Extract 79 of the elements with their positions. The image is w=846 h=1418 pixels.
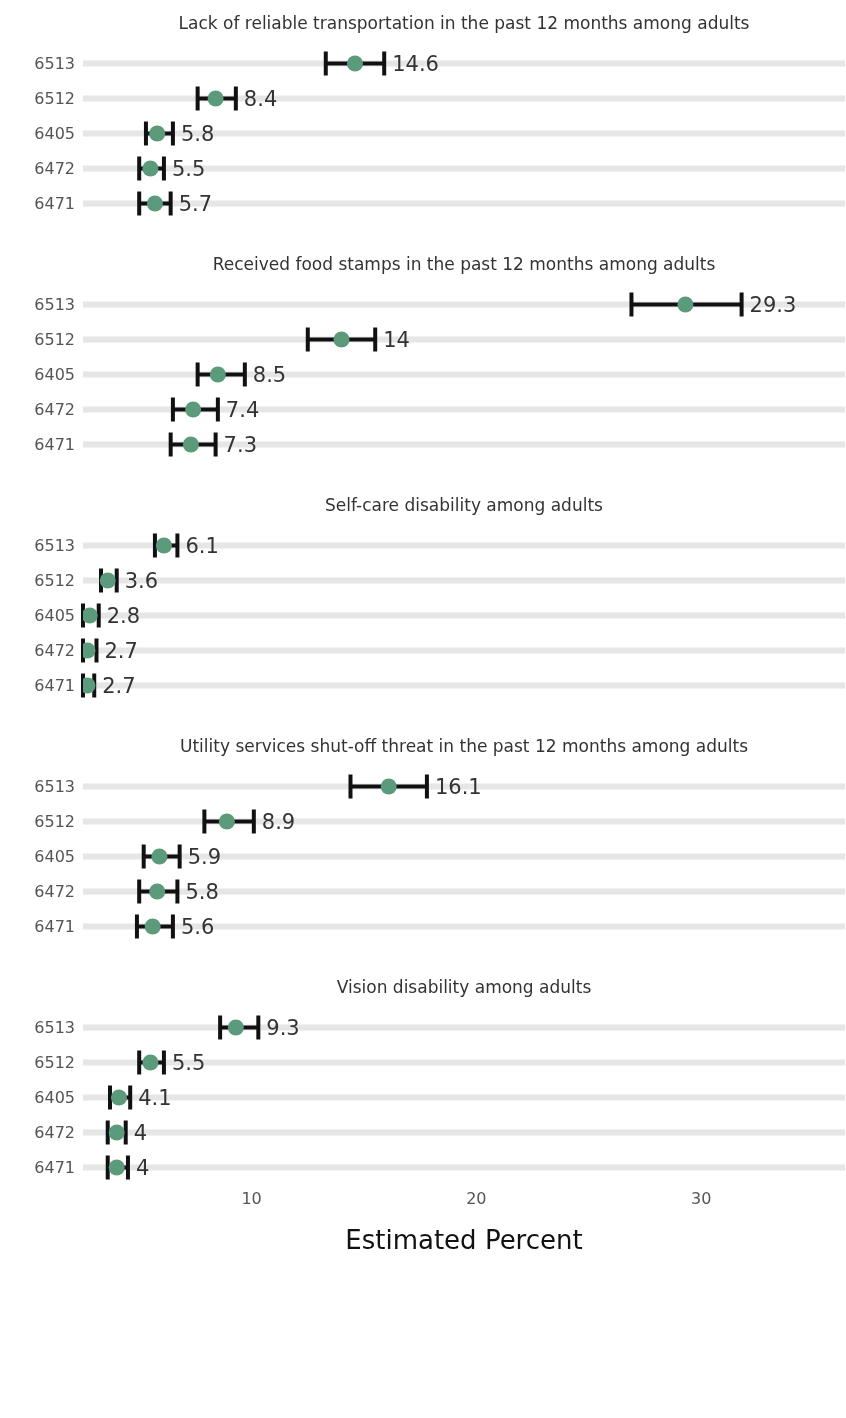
point — [149, 125, 166, 142]
y-tick-label: 6512 — [34, 1053, 75, 1073]
data-label: 29.3 — [749, 293, 797, 318]
point — [185, 401, 202, 418]
data-label: 4.1 — [138, 1086, 172, 1111]
data-label: 8.5 — [252, 363, 287, 388]
y-tick-label: 6471 — [34, 1158, 75, 1178]
x-tick-label: 30 — [690, 1189, 712, 1209]
y-tick-label: 6472 — [34, 882, 75, 902]
data-label: 4 — [133, 1121, 148, 1146]
data-label: 3.6 — [124, 569, 159, 594]
point — [108, 1159, 125, 1176]
data-label: 5.8 — [180, 122, 215, 147]
y-tick-label: 6472 — [34, 400, 75, 420]
data-label: 5.8 — [185, 880, 219, 905]
data-label: 5.9 — [187, 845, 222, 870]
y-tick-label: 6512 — [34, 330, 75, 350]
point — [380, 778, 397, 795]
point — [146, 195, 163, 212]
data-label: 7.4 — [225, 398, 260, 423]
data-label: 5.5 — [171, 1051, 206, 1076]
data-label: 16.1 — [434, 775, 482, 800]
point — [227, 1019, 244, 1036]
x-axis-title: Estimated Percent — [344, 1225, 584, 1255]
data-label: 8.9 — [261, 810, 296, 835]
y-tick-label: 6405 — [34, 124, 75, 144]
data-label: 9.3 — [266, 1016, 300, 1041]
data-label: 14.6 — [392, 52, 439, 77]
data-label: 2.8 — [106, 604, 141, 629]
point — [182, 436, 199, 453]
y-tick-label: 6405 — [34, 606, 75, 626]
data-label: 5.5 — [171, 157, 206, 182]
point — [346, 55, 363, 72]
point — [218, 813, 235, 830]
data-label: 5.6 — [180, 915, 215, 940]
y-tick-label: 6513 — [34, 777, 75, 797]
y-tick-label: 6472 — [34, 1123, 75, 1143]
y-tick-label: 6471 — [34, 676, 75, 696]
point — [149, 883, 166, 900]
y-tick-label: 6512 — [34, 571, 75, 591]
y-tick-label: 6513 — [34, 1018, 75, 1038]
y-tick-label: 6471 — [34, 194, 75, 214]
x-tick-label: 10 — [241, 1189, 262, 1209]
point — [209, 366, 226, 383]
chart-title: Received food stamps in the past 12 months among adults — [211, 253, 717, 276]
point — [110, 1089, 127, 1106]
y-tick-label: 6472 — [34, 641, 75, 661]
point — [207, 90, 224, 107]
chart-title: Utility services shut-off threat in the past 12 months among adults — [179, 735, 749, 758]
data-label: 4 — [135, 1156, 150, 1181]
y-tick-label: 6405 — [34, 847, 75, 867]
y-tick-label: 6405 — [34, 1088, 75, 1108]
data-label: 6.1 — [185, 534, 219, 559]
y-tick-label: 6471 — [34, 435, 75, 455]
y-tick-label: 6472 — [34, 159, 75, 179]
point — [333, 331, 350, 348]
y-tick-label: 6513 — [34, 54, 75, 74]
data-label: 5.7 — [178, 192, 213, 217]
point — [142, 160, 159, 177]
data-label: 2.7 — [104, 639, 138, 664]
y-tick-label: 6405 — [34, 365, 75, 385]
point — [144, 918, 161, 935]
y-tick-label: 6512 — [34, 89, 75, 109]
x-tick-label: 20 — [466, 1189, 487, 1209]
chart-title: Vision disability among adults — [335, 976, 593, 999]
point — [151, 848, 168, 865]
point — [677, 296, 694, 313]
chart-title: Self-care disability among adults — [324, 494, 604, 517]
y-tick-label: 6512 — [34, 812, 75, 832]
data-label: 8.4 — [243, 87, 278, 112]
y-tick-label: 6513 — [34, 536, 75, 556]
chart-title: Lack of reliable transportation in the past 12 months among adults — [177, 12, 751, 35]
point — [142, 1054, 159, 1071]
point — [155, 537, 172, 554]
y-tick-label: 6471 — [34, 917, 75, 937]
data-label: 2.7 — [102, 674, 136, 699]
data-label: 14 — [383, 328, 410, 353]
y-tick-label: 6513 — [34, 295, 75, 315]
data-label: 7.3 — [223, 433, 258, 458]
